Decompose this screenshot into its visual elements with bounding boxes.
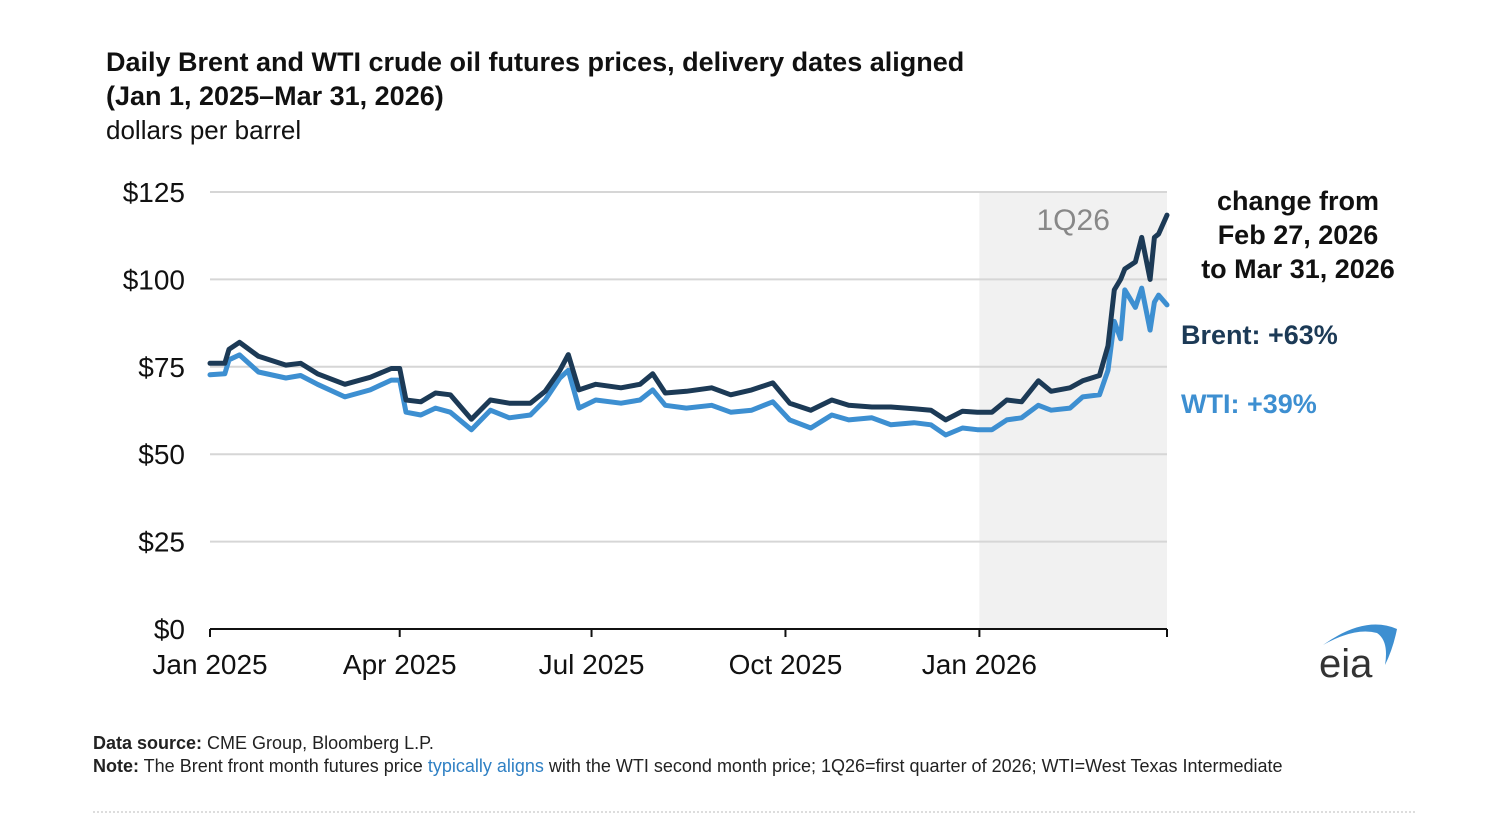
shaded-region-1q26 xyxy=(979,192,1167,629)
note-text: The Brent front month futures price xyxy=(139,756,428,776)
change-header-line: to Mar 31, 2026 xyxy=(1201,254,1395,284)
series-line-wti xyxy=(207,285,1170,438)
x-tick-label: Jul 2025 xyxy=(539,649,645,680)
x-tick-label: Apr 2025 xyxy=(343,649,457,680)
chart-title: Daily Brent and WTI crude oil futures pr… xyxy=(106,45,964,113)
y-tick-label: $25 xyxy=(138,527,185,558)
change-header: change from Feb 27, 2026 to Mar 31, 2026 xyxy=(1180,184,1416,286)
x-tick-label: Oct 2025 xyxy=(729,649,843,680)
logo-arc xyxy=(1323,624,1397,665)
note: Note: The Brent front month futures pric… xyxy=(93,756,1283,777)
change-header-line: Feb 27, 2026 xyxy=(1217,220,1379,250)
x-tick-label: Jan 2025 xyxy=(152,649,267,680)
divider xyxy=(93,811,1415,813)
chart-title-line2: (Jan 1, 2025–Mar 31, 2026) xyxy=(106,81,444,111)
source-label: Data source: xyxy=(93,733,203,753)
x-tick-label: Jan 2026 xyxy=(922,649,1037,680)
y-tick-label: $75 xyxy=(138,352,185,383)
y-tick-label: $125 xyxy=(123,177,185,208)
series-line-brent xyxy=(207,212,1170,423)
change-header-line: change from xyxy=(1216,186,1380,216)
data-source: Data source: CME Group, Bloomberg L.P. xyxy=(93,733,434,754)
note-text: with the WTI second month price; 1Q26=fi… xyxy=(543,756,1283,776)
eia-logo: eia xyxy=(1319,624,1397,685)
y-tick-label: $50 xyxy=(138,439,185,470)
shaded-region-label: 1Q26 xyxy=(1037,204,1110,237)
chart-title-line1: Daily Brent and WTI crude oil futures pr… xyxy=(106,47,965,77)
chart-subtitle: dollars per barrel xyxy=(106,115,302,145)
y-tick-label: $0 xyxy=(154,614,185,645)
typically-aligns-link[interactable]: typically aligns xyxy=(427,756,544,776)
note-label: Note: xyxy=(93,756,139,776)
logo-text: eia xyxy=(1319,642,1373,685)
brent-change-label: Brent: +63% xyxy=(1181,320,1338,350)
wti-change-label: WTI: +39% xyxy=(1181,389,1317,419)
y-tick-label: $100 xyxy=(123,264,185,295)
source-text: CME Group, Bloomberg L.P. xyxy=(202,733,434,753)
